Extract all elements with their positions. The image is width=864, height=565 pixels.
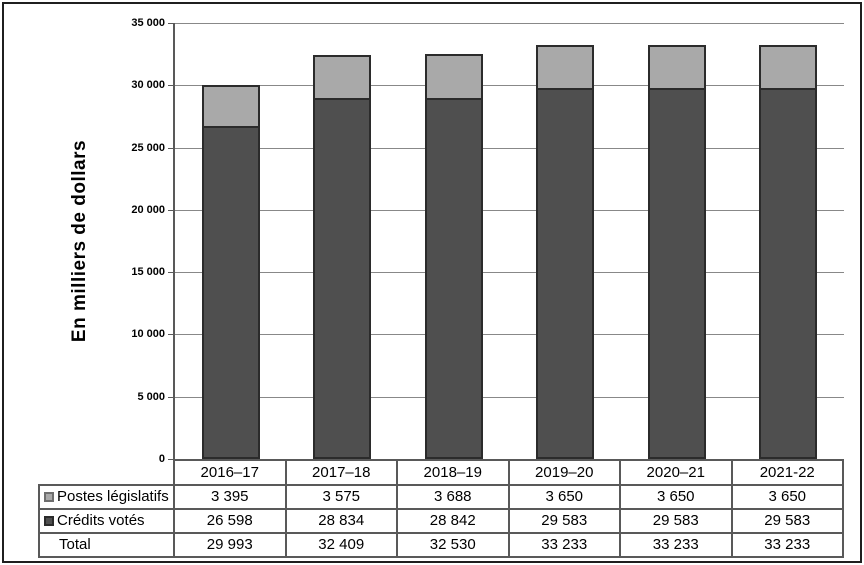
- data-table: 2016–17 2017–18 2018–19 2019–20 2020–21 2021-…: [38, 459, 844, 558]
- category-label: 2021-22: [730, 459, 844, 486]
- stacked-bar: [313, 55, 372, 459]
- value-cell: 3 688: [396, 484, 510, 510]
- value-cell: 32 409: [284, 532, 398, 558]
- y-tick-label: 5 000: [137, 390, 165, 403]
- y-tick-label: 0: [158, 453, 165, 465]
- bar-segment-credits-votes: [647, 90, 706, 459]
- value-cell: 29 583: [507, 508, 621, 534]
- y-tick-mark: [168, 272, 173, 274]
- bar-segment-credits-votes: [424, 99, 483, 459]
- value-cell: 3 575: [284, 484, 398, 510]
- gridline: [175, 23, 844, 24]
- legend-swatch-icon: [44, 492, 54, 502]
- row-label: Postes législatifs: [38, 484, 175, 510]
- bar-segment-postes-legislatifs: [424, 53, 483, 100]
- stacked-bar: [424, 53, 483, 459]
- bar-column-2016–17: [175, 23, 287, 459]
- y-tick-mark: [168, 85, 173, 87]
- bar-segment-credits-votes: [759, 90, 818, 459]
- bar-segment-postes-legislatifs: [313, 55, 372, 100]
- category-header-row: 2016–17 2017–18 2018–19 2019–20 2020–21 2021-…: [39, 459, 844, 486]
- value-cell: 3 650: [507, 484, 621, 510]
- stacked-bar: [201, 85, 260, 459]
- bar-segment-credits-votes: [201, 127, 260, 459]
- stacked-bar: [647, 45, 706, 459]
- y-axis-title: En milliers de dollars: [69, 139, 90, 343]
- bar-column-2019–20: [510, 23, 622, 459]
- value-cell: 29 993: [173, 532, 287, 558]
- value-cell: 29 583: [619, 508, 733, 534]
- value-cell: 33 233: [507, 532, 621, 558]
- value-cell: 26 598: [173, 508, 287, 534]
- gridline: [175, 209, 844, 211]
- legend-swatch-icon: [44, 516, 54, 526]
- category-label: 2018–19: [396, 459, 510, 486]
- bar-column-2021-22: [733, 23, 845, 459]
- value-cell: 33 233: [619, 532, 733, 558]
- table-row: Postes législatifs 3 395 3 575 3 688 3 650 3 …: [38, 484, 844, 510]
- table-row: Total 29 993 32 409 32 530 33 233 33 233 33 23…: [38, 532, 844, 558]
- y-tick-label: 15 000: [131, 266, 165, 279]
- stacked-bar: [759, 45, 818, 459]
- bar-column-2017–18: [287, 23, 399, 459]
- y-tick-label: 30 000: [131, 79, 165, 92]
- gridline: [175, 334, 844, 336]
- y-tick-mark: [168, 147, 173, 149]
- y-tick-mark: [168, 396, 173, 398]
- value-cell: 3 650: [730, 484, 844, 510]
- value-cell: 3 395: [173, 484, 287, 510]
- bar-column-2018–19: [398, 23, 510, 459]
- bar-segment-postes-legislatifs: [536, 45, 595, 91]
- gridline: [175, 147, 844, 149]
- value-cell: 3 650: [619, 484, 733, 510]
- y-tick-mark: [168, 459, 173, 460]
- y-tick-label: 35 000: [131, 17, 165, 29]
- value-cell: 32 530: [396, 532, 510, 558]
- value-cell: 28 834: [284, 508, 398, 534]
- bar-segment-postes-legislatifs: [759, 45, 818, 91]
- bar-segment-postes-legislatifs: [647, 45, 706, 91]
- category-label: 2017–18: [284, 459, 398, 486]
- stacked-bar: [536, 45, 595, 459]
- bar-segment-credits-votes: [536, 90, 595, 459]
- value-cell: 28 842: [396, 508, 510, 534]
- y-tick-mark: [168, 209, 173, 211]
- y-tick-label: 10 000: [131, 328, 165, 341]
- y-tick-mark: [168, 23, 173, 24]
- table-row: Crédits votés 26 598 28 834 28 842 29 583 29 …: [38, 508, 844, 534]
- category-label: 2020–21: [619, 459, 733, 486]
- gridline: [175, 85, 844, 87]
- category-label: 2016–17: [173, 459, 287, 486]
- bar-segment-postes-legislatifs: [201, 85, 260, 128]
- value-cell: 29 583: [730, 508, 844, 534]
- bar-segment-credits-votes: [313, 99, 372, 459]
- row-label: Total: [38, 532, 175, 558]
- gridline: [175, 272, 844, 274]
- row-label: Crédits votés: [38, 508, 175, 534]
- gridline: [175, 396, 844, 398]
- plot-area: [173, 23, 844, 461]
- table-corner-cell: [39, 460, 174, 485]
- category-label: 2019–20: [507, 459, 621, 486]
- value-cell: 33 233: [730, 532, 844, 558]
- y-tick-label: 20 000: [131, 203, 165, 216]
- y-tick-label: 25 000: [131, 141, 165, 154]
- bar-column-2020–21: [621, 23, 733, 459]
- y-tick-mark: [168, 334, 173, 336]
